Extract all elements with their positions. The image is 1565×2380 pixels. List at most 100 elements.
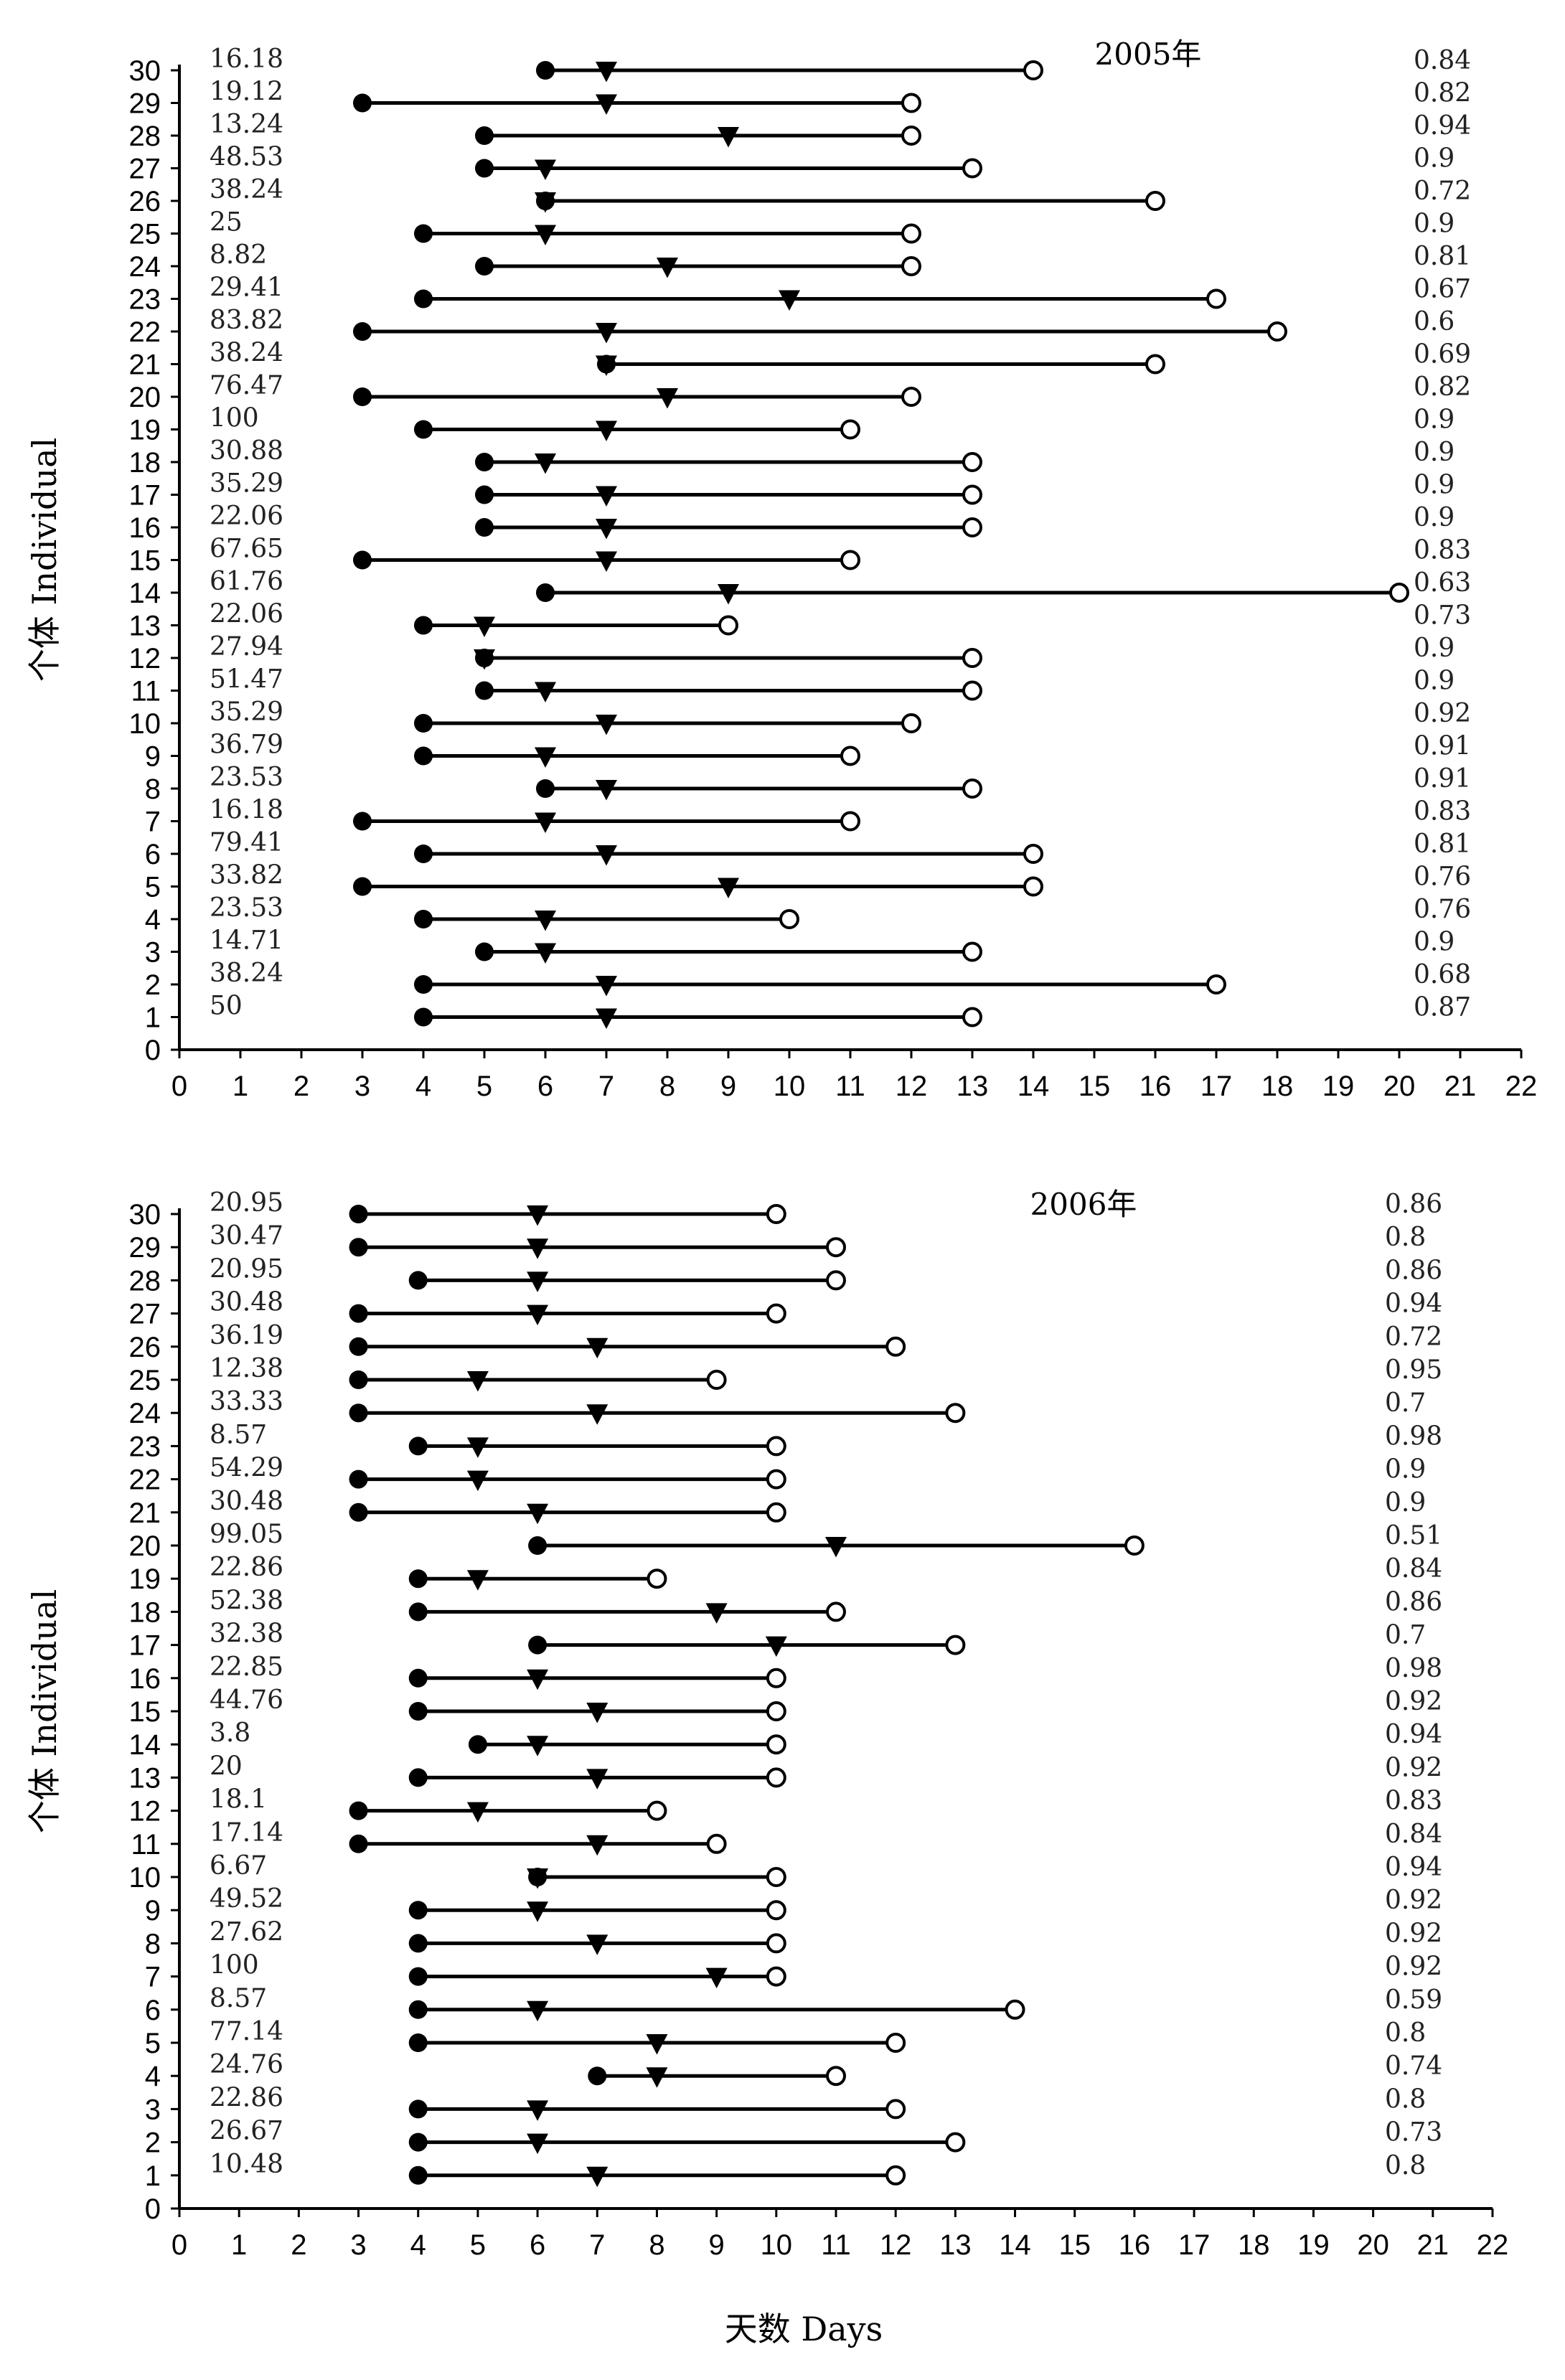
x-tick-label: 18 — [1238, 2229, 1270, 2261]
start-marker — [353, 877, 372, 896]
end-marker — [840, 419, 860, 440]
right-value: 0.94 — [1414, 111, 1471, 141]
left-value: 22.06 — [210, 600, 283, 629]
left-value: 44.76 — [210, 1685, 283, 1715]
y-tick-label: 19 — [129, 1563, 161, 1595]
end-marker — [706, 1833, 727, 1854]
start-marker — [353, 550, 372, 570]
end-marker — [945, 1403, 966, 1424]
y-tick-label: 13 — [129, 1762, 161, 1794]
peak-marker — [535, 911, 556, 931]
start-marker — [414, 714, 433, 733]
right-value: 0.91 — [1414, 732, 1471, 761]
right-value: 0.84 — [1385, 1820, 1442, 1849]
y-tick-label: 23 — [129, 1431, 161, 1462]
y-tick-label: 16 — [129, 1663, 161, 1695]
left-value: 3.8 — [210, 1718, 250, 1748]
start-marker — [414, 746, 433, 766]
right-value: 0.94 — [1385, 1853, 1442, 1882]
peak-marker — [779, 290, 800, 311]
peak-marker — [586, 2166, 608, 2188]
y-tick-label: 15 — [129, 1696, 161, 1728]
end-marker — [826, 1270, 846, 1291]
right-value: 0.81 — [1414, 829, 1471, 859]
end-marker — [1124, 1535, 1145, 1556]
y-tick-label: 29 — [129, 88, 161, 120]
peak-marker — [586, 1404, 608, 1425]
right-value: 0.92 — [1414, 699, 1471, 728]
x-tick-label: 15 — [1078, 1071, 1111, 1102]
start-marker — [408, 2099, 428, 2119]
right-value: 0.86 — [1385, 1190, 1442, 1219]
left-value: 20.95 — [210, 1254, 283, 1284]
right-value: 0.92 — [1385, 1753, 1442, 1782]
right-value: 0.91 — [1414, 764, 1471, 794]
right-value: 0.63 — [1414, 568, 1471, 598]
y-tick-label: 30 — [129, 55, 161, 87]
x-tick-label: 17 — [1178, 2229, 1211, 2261]
left-value: 13.24 — [210, 110, 283, 139]
peak-marker — [466, 1437, 489, 1458]
left-value: 17.14 — [210, 1818, 283, 1848]
start-marker — [528, 1536, 547, 1555]
peak-marker — [535, 225, 556, 245]
peak-marker — [527, 2000, 549, 2022]
y-tick-label: 17 — [129, 1630, 161, 1662]
x-tick-label: 14 — [1018, 1071, 1050, 1102]
x-tick-label: 5 — [476, 1071, 492, 1102]
x-tick-label: 9 — [720, 1071, 736, 1102]
end-marker — [718, 615, 738, 636]
x-tick-label: 10 — [774, 1071, 806, 1102]
y-tick-label: 25 — [129, 1365, 161, 1396]
left-value: 79.41 — [210, 828, 283, 857]
y-tick-label: 26 — [129, 1332, 161, 1363]
y-tick-label: 6 — [145, 1995, 161, 2026]
x-tick-label: 11 — [821, 2229, 851, 2261]
left-value: 16.18 — [210, 44, 283, 74]
x-tick-label: 5 — [470, 2229, 486, 2261]
x-tick-label: 8 — [659, 1071, 675, 1102]
end-marker — [901, 126, 921, 146]
peak-marker — [527, 2133, 549, 2155]
start-marker — [414, 1007, 433, 1027]
left-value: 38.24 — [210, 175, 283, 204]
y-tick-label: 18 — [129, 1596, 161, 1628]
peak-marker — [535, 192, 556, 213]
start-marker — [408, 1569, 428, 1589]
peak-marker — [646, 2034, 668, 2055]
peak-marker — [527, 1868, 549, 1889]
start-marker — [414, 910, 433, 928]
right-value: 0.92 — [1385, 1687, 1442, 1716]
left-value: 35.29 — [210, 697, 283, 727]
left-value: 18.1 — [210, 1785, 267, 1815]
end-marker — [647, 1568, 667, 1589]
start-marker — [414, 224, 433, 243]
end-marker — [945, 2132, 966, 2153]
x-tick-label: 20 — [1357, 2229, 1389, 2261]
start-marker — [353, 387, 372, 406]
left-value: 22.86 — [210, 2083, 283, 2112]
y-tick-label: 27 — [129, 154, 161, 185]
y-tick-label: 28 — [129, 1265, 161, 1297]
end-marker — [901, 93, 921, 113]
start-marker — [349, 1834, 368, 1853]
y-tick-label: 14 — [129, 578, 161, 609]
end-marker — [945, 1635, 966, 1655]
right-value: 0.83 — [1414, 536, 1471, 565]
peak-marker — [705, 1967, 728, 1989]
peak-marker — [527, 1271, 549, 1292]
peak-marker — [535, 453, 556, 474]
end-marker — [962, 779, 982, 799]
right-value: 0.9 — [1414, 405, 1454, 435]
left-value: 52.38 — [210, 1586, 283, 1615]
right-value: 0.69 — [1414, 340, 1471, 370]
start-marker — [408, 2165, 428, 2185]
left-value: 61.76 — [210, 567, 283, 596]
peak-marker — [718, 878, 739, 898]
y-tick-label: 28 — [129, 121, 161, 152]
left-value: 36.19 — [210, 1321, 283, 1350]
y-tick-label: 10 — [129, 708, 161, 740]
peak-marker — [535, 682, 556, 702]
y-tick-label: 19 — [129, 415, 161, 446]
left-value: 38.24 — [210, 959, 283, 988]
